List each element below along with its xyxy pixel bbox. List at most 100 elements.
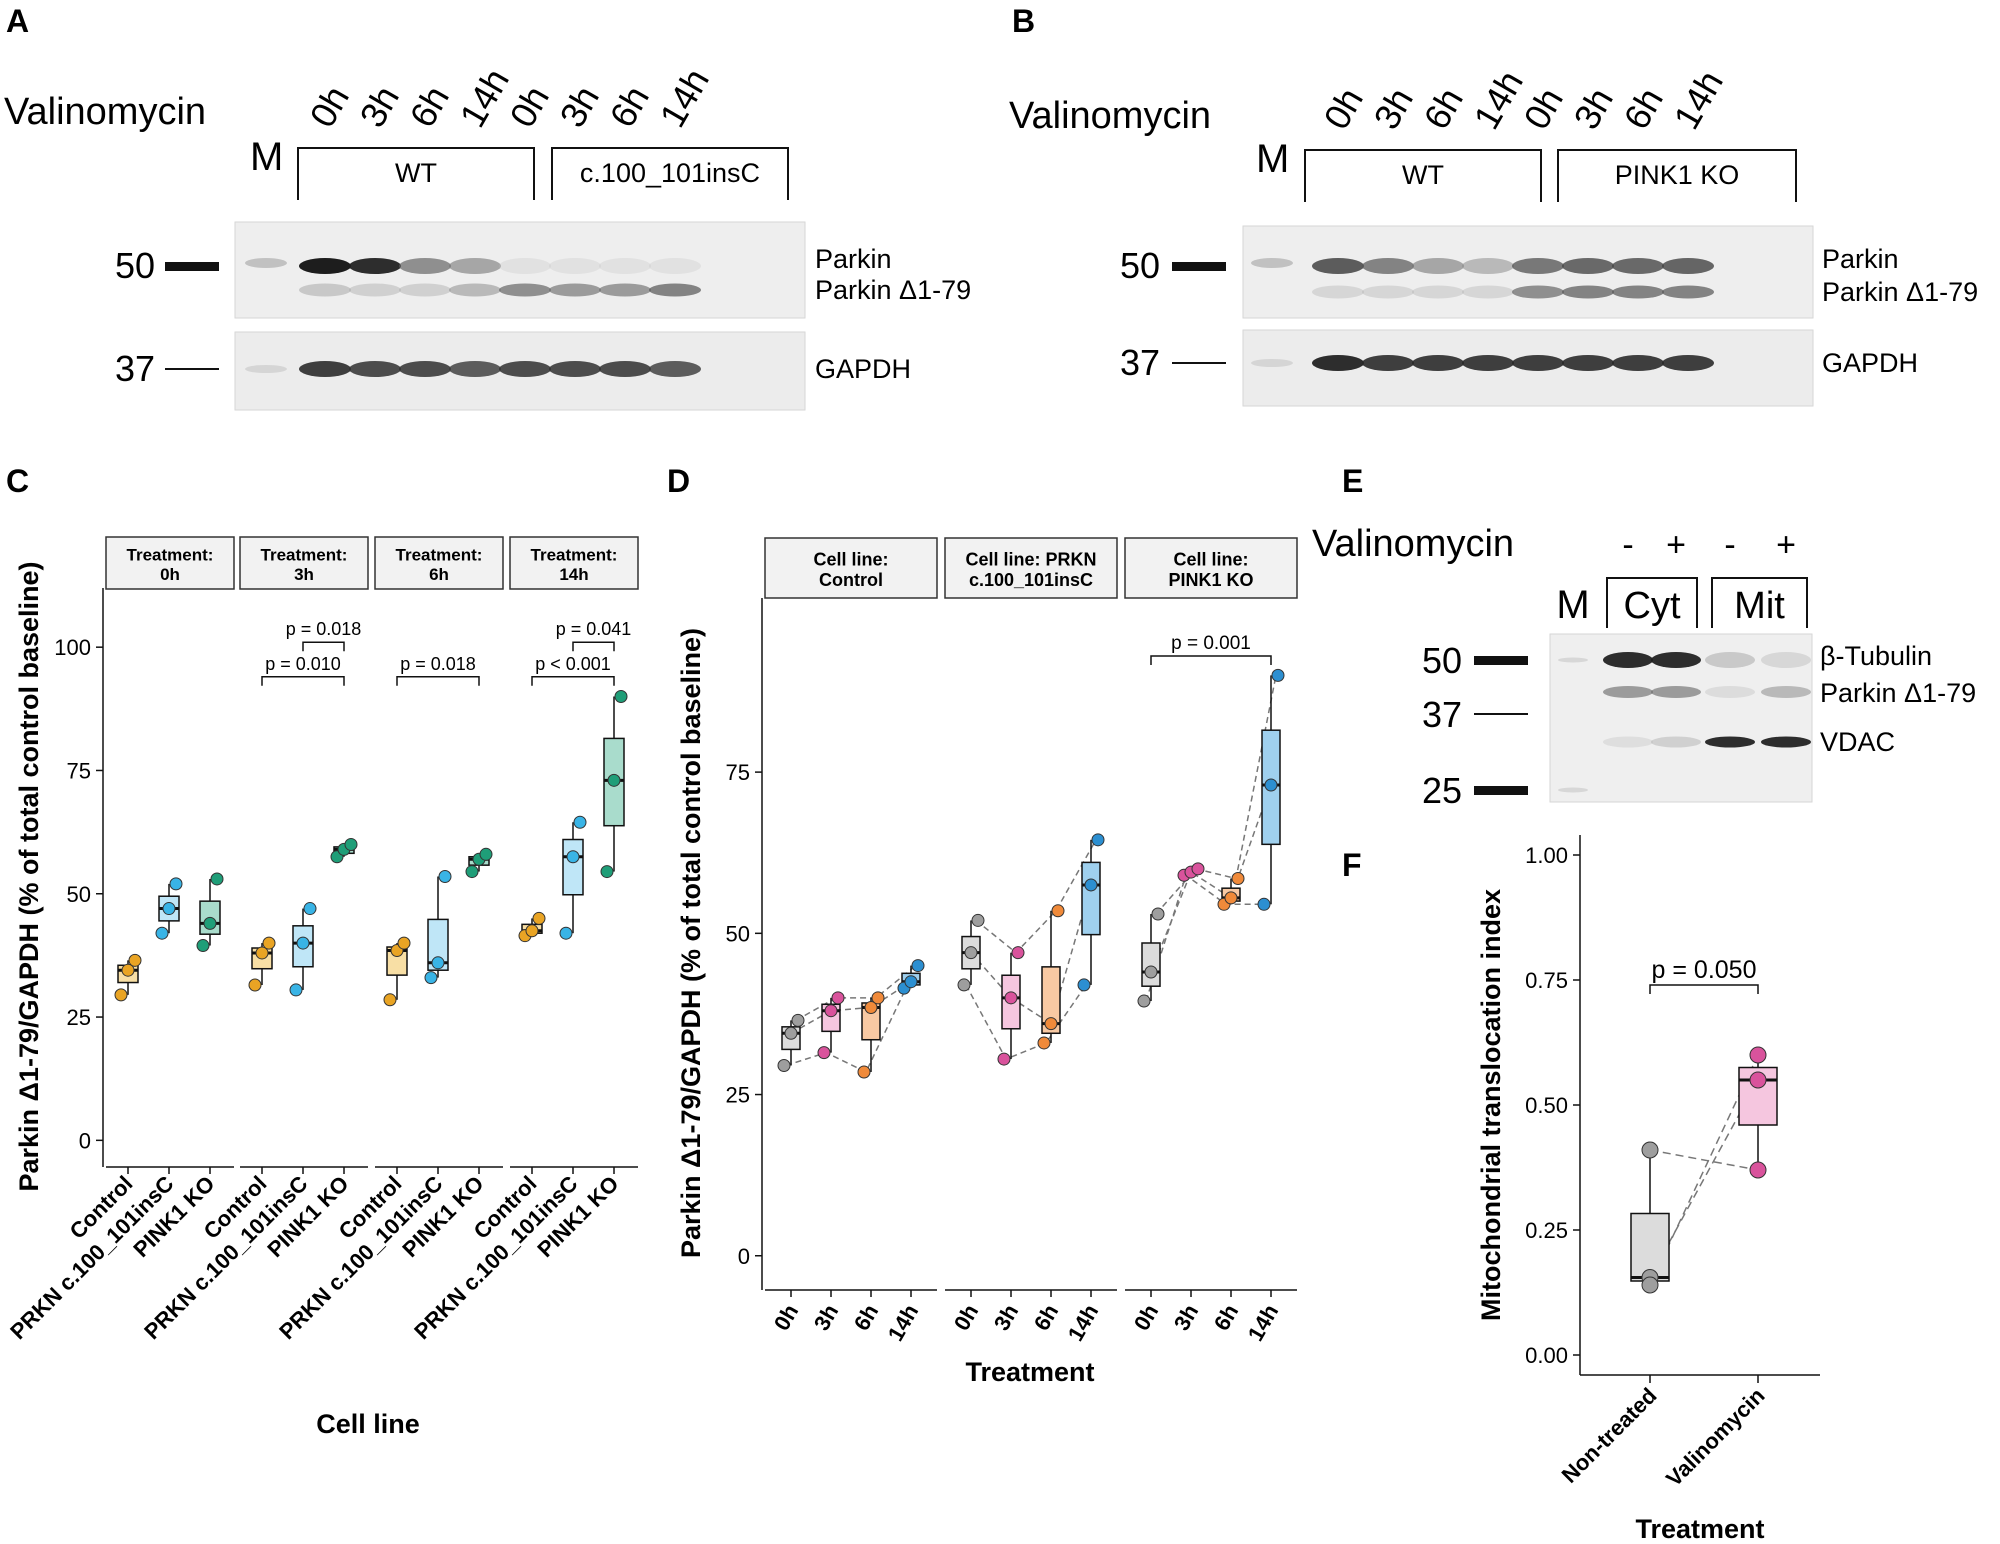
y-tick-label: 50 <box>67 882 91 907</box>
parkin-delta-band <box>1462 285 1514 299</box>
y-tick-label: 0.25 <box>1525 1218 1568 1243</box>
group-bracket <box>297 147 535 200</box>
parkin-delta-band <box>299 283 351 297</box>
y-tick-label: 50 <box>726 921 750 946</box>
data-point <box>397 936 411 950</box>
treatment-state: + <box>1666 526 1686 564</box>
facet-strip-label: Cell line: PRKN c.100_101insC <box>965 549 1096 590</box>
group-label: Mit <box>1734 585 1785 627</box>
x-tick-label: 0h <box>769 1300 803 1335</box>
data-point <box>997 1052 1011 1066</box>
band-label-tubulin: β-Tubulin <box>1820 641 1932 671</box>
vdac-band <box>1705 736 1755 748</box>
group-bracket <box>1304 149 1542 202</box>
significance-bracket <box>572 641 615 652</box>
parkin-band <box>1362 258 1414 274</box>
timepoint-label: 6h <box>1615 81 1671 136</box>
x-tick-label: 14h <box>883 1300 924 1345</box>
data-point <box>344 837 358 851</box>
parkin-band <box>1662 258 1714 274</box>
data-point <box>1641 1276 1659 1294</box>
data-point <box>162 902 176 916</box>
band-label-gapdh: GAPDH <box>1822 348 1918 378</box>
ladder-band <box>245 258 287 268</box>
data-point <box>777 1059 791 1073</box>
panel-label-e: E <box>1342 463 1363 499</box>
box <box>1041 966 1061 1035</box>
parkin-delta-band <box>349 283 401 297</box>
data-point <box>871 991 885 1005</box>
data-point <box>864 1000 878 1014</box>
treatment-state: - <box>1724 526 1735 564</box>
ladder-band <box>1558 787 1588 793</box>
data-point <box>1144 965 1158 979</box>
x-axis-title: Treatment <box>1635 1514 1764 1544</box>
data-point <box>196 939 210 953</box>
facet-strip-label-line: Cell line: <box>1173 549 1248 569</box>
timepoint-label: 14h <box>451 61 517 134</box>
data-point <box>383 993 397 1007</box>
data-point <box>203 916 217 930</box>
data-point <box>824 1004 838 1018</box>
y-tick-label: 0 <box>738 1244 750 1269</box>
data-point <box>128 953 142 967</box>
marker-lane-label: M <box>250 135 283 179</box>
facet-strip-label: Treatment: 14h <box>531 545 618 584</box>
valinomycin-label: Valinomycin <box>1312 523 1514 565</box>
x-tick-label: Valinomycin <box>1661 1383 1769 1491</box>
group-bracket <box>1557 149 1797 202</box>
data-point <box>424 971 438 985</box>
marker-lane-label: M <box>1556 583 1589 627</box>
data-point <box>121 963 135 977</box>
parkin-delta-band <box>1705 686 1755 698</box>
tubulin-band <box>1603 652 1653 668</box>
x-axis-title: Cell line <box>316 1409 420 1439</box>
y-tick-label: 0.00 <box>1525 1343 1568 1368</box>
parkin-delta-band <box>449 283 501 297</box>
parkin-delta-band <box>1651 686 1701 698</box>
x-tick-label: Non-treated <box>1557 1383 1662 1488</box>
parkin-delta-band <box>549 283 601 297</box>
blot-e: Valinomycin - + - +M Cyt Mit503725β-TubulinPar… <box>1312 523 1976 811</box>
parkin-band <box>399 258 451 274</box>
ladder-band <box>1251 359 1293 367</box>
group-label: WT <box>1402 160 1444 190</box>
parkin-band <box>1612 258 1664 274</box>
data-point <box>957 978 971 992</box>
y-tick-label: 25 <box>67 1005 91 1030</box>
parkin-delta-band <box>1761 686 1811 698</box>
significance-label: p < 0.001 <box>535 654 611 674</box>
significance-bracket <box>531 676 615 686</box>
tubulin-band <box>1705 652 1755 668</box>
gapdh-band <box>1512 355 1564 371</box>
band-label-vdac: VDAC <box>1820 727 1895 757</box>
data-point <box>1749 1071 1767 1089</box>
y-tick-label: 0.75 <box>1525 968 1568 993</box>
facet-strip-label-line: Control <box>819 570 883 590</box>
timepoint-label: 6h <box>401 79 457 134</box>
replicate-connector <box>1155 675 1277 915</box>
y-tick-label: 100 <box>54 635 91 660</box>
significance-bracket <box>1649 984 1759 994</box>
chart-f: 0.00 0.25 0.50 0.75 1.00 Mitochondrial transl… <box>1476 835 1820 1544</box>
facet-strip <box>239 536 369 590</box>
facet-strip <box>509 536 639 590</box>
gapdh-band <box>1612 355 1664 371</box>
x-tick-label: 6h <box>1209 1300 1243 1335</box>
gapdh-band <box>599 361 651 377</box>
replicate-connector <box>795 964 917 1022</box>
gapdh-band <box>1662 355 1714 371</box>
y-axis-title: Parkin Δ1-79/GAPDH (% of total control b… <box>676 628 706 1258</box>
panel-label-b: B <box>1012 3 1035 39</box>
timepoint-label: 3h <box>351 79 407 134</box>
facet-strip-label-line: Cell line: <box>813 549 888 569</box>
facet-strip-label: Treatment: 3h <box>261 545 348 584</box>
data-point <box>831 991 845 1005</box>
parkin-delta-band <box>499 283 551 297</box>
band-label-parkin: Parkin <box>815 244 892 274</box>
facet-strip-label: Treatment: 0h <box>127 545 214 584</box>
timepoint-label: 6h <box>1415 81 1471 136</box>
